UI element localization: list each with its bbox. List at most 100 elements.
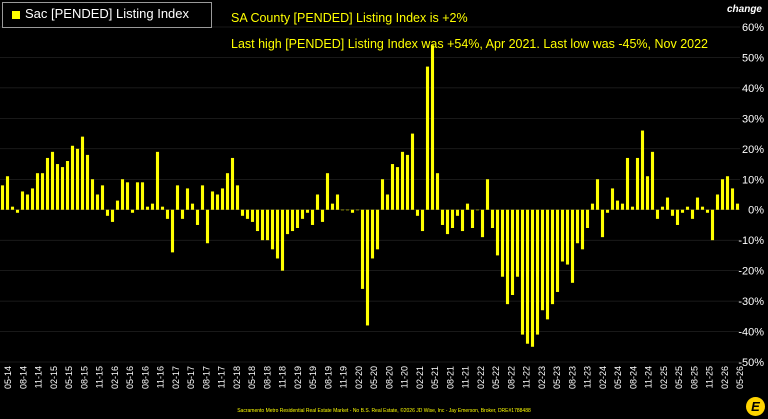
bar <box>695 197 700 210</box>
bar <box>480 209 485 238</box>
bar <box>250 209 255 222</box>
bar <box>590 203 595 210</box>
bar <box>615 200 620 210</box>
bar <box>270 209 275 250</box>
x-tick-label: 11-19 <box>339 366 349 388</box>
bar <box>90 179 95 210</box>
x-tick-label: 08-22 <box>506 366 516 389</box>
bar <box>370 209 375 259</box>
x-tick-label: 08-14 <box>18 366 28 389</box>
bar <box>110 209 115 222</box>
bar <box>265 209 270 241</box>
x-tick-label: 11-14 <box>34 366 44 388</box>
bar <box>440 209 445 225</box>
bar <box>520 209 525 335</box>
bar <box>640 130 645 210</box>
y-tick-label: 40% <box>742 83 764 95</box>
bar <box>230 157 235 210</box>
bar <box>0 185 5 210</box>
bar <box>395 167 400 210</box>
bar <box>490 209 495 228</box>
y-tick-label: 30% <box>742 113 764 125</box>
bar <box>405 154 410 210</box>
x-tick-label: 02-24 <box>598 366 608 389</box>
x-tick-label: 11-21 <box>461 366 471 388</box>
x-tick-label: 02-16 <box>110 366 120 389</box>
bar <box>295 209 300 228</box>
bar <box>255 209 260 232</box>
x-tick-label: 11-17 <box>217 366 227 388</box>
bar <box>435 173 440 210</box>
x-tick-label: 08-20 <box>384 366 394 389</box>
bar <box>335 194 340 210</box>
x-tick-label: 11-22 <box>522 366 532 388</box>
x-tick-label: 02-26 <box>720 366 730 389</box>
bar <box>610 188 615 210</box>
x-tick-label: 05-17 <box>186 366 196 389</box>
bar <box>715 194 720 210</box>
bar <box>305 209 310 213</box>
bar <box>215 194 220 210</box>
x-tick-label: 02-19 <box>293 366 303 389</box>
x-tick-label: 08-19 <box>323 366 333 389</box>
bar <box>620 203 625 210</box>
bar <box>575 209 580 244</box>
x-tick-label: 05-23 <box>552 366 562 389</box>
x-tick-label: 02-18 <box>232 366 242 389</box>
bar <box>330 203 335 210</box>
bar <box>80 136 85 210</box>
bar <box>40 173 45 210</box>
x-tick-label: 02-20 <box>354 366 364 389</box>
logo-icon: E <box>746 397 765 416</box>
bar <box>350 209 355 213</box>
bar <box>245 209 250 219</box>
bar <box>205 209 210 244</box>
bar <box>50 151 55 210</box>
bar <box>600 209 605 238</box>
bar <box>130 209 135 213</box>
bar <box>240 209 245 216</box>
bar <box>470 209 475 228</box>
bar <box>685 206 690 210</box>
bar <box>95 194 100 210</box>
bar <box>160 206 165 210</box>
x-tick-label: 05-16 <box>125 366 135 389</box>
bar <box>455 209 460 216</box>
bar <box>355 209 360 211</box>
bar <box>555 209 560 292</box>
x-tick-label: 11-24 <box>644 366 654 388</box>
bar <box>280 209 285 271</box>
bar <box>30 188 35 210</box>
bar <box>655 209 660 219</box>
x-tick-label: 05-18 <box>247 366 257 389</box>
bar <box>680 209 685 213</box>
bar <box>430 45 435 210</box>
bar <box>390 164 395 210</box>
bar <box>75 148 80 210</box>
y-tick-label: 60% <box>742 22 764 34</box>
bar <box>730 188 735 210</box>
bar <box>145 206 150 210</box>
bar <box>565 209 570 265</box>
y-tick-label: -30% <box>738 296 764 308</box>
bar <box>535 209 540 335</box>
bar <box>735 203 740 210</box>
bar <box>510 209 515 295</box>
y-tick-label: 10% <box>742 174 764 186</box>
bar <box>70 145 75 210</box>
x-tick-label: 11-20 <box>400 366 410 388</box>
annotation-current: SA County [PENDED] Listing Index is +2% <box>231 11 468 25</box>
bar <box>20 191 25 210</box>
bar <box>500 209 505 277</box>
bar <box>525 209 530 344</box>
x-tick-label: 02-25 <box>659 366 669 389</box>
bar <box>360 209 365 289</box>
bar <box>235 185 240 210</box>
bar <box>660 206 665 210</box>
bar <box>165 209 170 219</box>
x-tick-label: 08-25 <box>689 366 699 389</box>
axis-corner-label: change <box>726 4 762 15</box>
bar <box>570 209 575 283</box>
bar <box>495 209 500 256</box>
bar <box>530 209 535 347</box>
